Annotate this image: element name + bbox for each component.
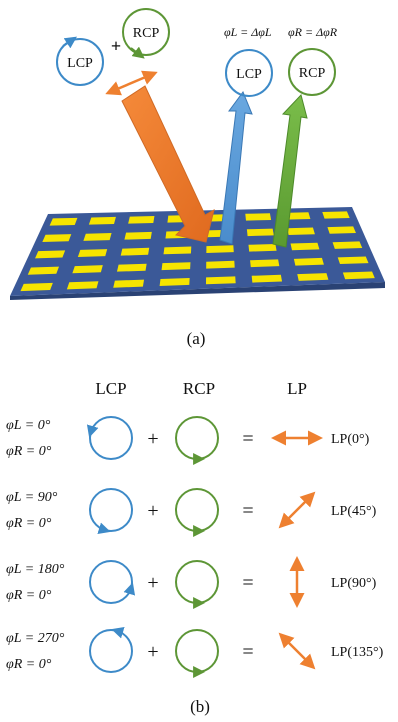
caption-b: (b) <box>190 697 210 716</box>
metasurface-patch <box>20 282 53 292</box>
metasurface-patch <box>290 242 320 251</box>
incident-lcp-label: LCP <box>67 56 93 71</box>
metasurface-patch <box>120 247 150 256</box>
reflected-rcp-circle: RCP <box>288 48 336 96</box>
metasurface-patch <box>251 274 283 283</box>
lp-label: LP(90°) <box>331 576 377 591</box>
polarization-row: φL = 270° φR = 0° + = LP(135°) <box>6 626 384 678</box>
incident-rcp-label: RCP <box>133 26 160 41</box>
panel-a: LCP + RCP φL = ΔφL φR = ΔφR LCP RCP (a) <box>10 8 385 348</box>
plus-symbol: + <box>147 572 158 594</box>
metasurface-patch <box>206 260 235 269</box>
metasurface-patch <box>332 241 363 249</box>
metasurface-patch <box>66 281 99 290</box>
lp-double-arrow <box>278 491 316 529</box>
metasurface-patch <box>35 250 66 259</box>
incident-polarization-arrow <box>105 70 158 96</box>
metasurface-patch <box>27 266 60 275</box>
plus-symbol: + <box>147 500 158 522</box>
incident-lcp-circle: LCP <box>56 36 104 86</box>
metasurface-patch <box>113 279 145 288</box>
lp-label: LP(45°) <box>331 504 377 519</box>
metasurface-patch <box>287 227 315 235</box>
metasurface-patch <box>128 215 155 224</box>
reflected-lcp-beam-arrow <box>219 90 253 245</box>
lcp-circle <box>89 560 133 604</box>
polarization-row: φL = 0° φR = 0° + = LP(0°) <box>6 416 370 465</box>
metasurface-patch <box>205 276 236 285</box>
metasurface-patch <box>322 211 350 219</box>
phi-l-label: φL = 180° <box>6 562 65 577</box>
phi-r-label: φR = 0° <box>6 516 52 531</box>
phi-r-label: φR = 0° <box>6 588 52 603</box>
metasurface-patch <box>327 226 356 234</box>
equals-symbol: = <box>242 641 253 663</box>
metasurface-patch <box>163 246 192 255</box>
header-rcp: RCP <box>183 379 215 398</box>
incident-beam-arrow <box>121 85 215 243</box>
metasurface-patch <box>161 262 191 271</box>
metasurface-patch <box>42 234 72 242</box>
lp-label: LP(0°) <box>331 432 370 447</box>
reflected-lcp-label: LCP <box>236 67 262 82</box>
metasurface-patch <box>124 231 152 240</box>
metasurface-patch <box>206 245 234 253</box>
metasurface-patch <box>297 273 329 281</box>
equals-symbol: = <box>242 428 253 450</box>
lcp-circle <box>89 416 133 460</box>
polarization-row: φL = 180° φR = 0° + = LP(90°) <box>6 556 377 609</box>
polarization-rows: φL = 0° φR = 0° + = LP(0°) φL = 90° φR = 0° + = L… <box>6 416 384 678</box>
metasurface-patch <box>245 213 272 221</box>
metasurface <box>10 207 385 300</box>
metasurface-patch <box>88 216 116 225</box>
metasurface-patch <box>49 217 78 226</box>
reflected-rcp-label: RCP <box>299 66 326 81</box>
phi-l-label: φL = 0° <box>6 418 51 433</box>
metasurface-patch <box>83 232 112 241</box>
metasurface-patch <box>159 277 190 286</box>
lcp-circle <box>89 488 133 532</box>
plus-symbol: + <box>147 428 158 450</box>
incident-rcp-circle: RCP <box>122 8 170 59</box>
plus-symbol: + <box>147 641 158 663</box>
header-lcp: LCP <box>95 379 126 398</box>
phi-r-label: φR = 0° <box>6 657 52 672</box>
rcp-circle <box>175 560 219 604</box>
rcp-circle <box>175 416 219 460</box>
polarization-row: φL = 90° φR = 0° + = LP(45°) <box>6 488 377 537</box>
header-lp: LP <box>287 379 307 398</box>
phase-right-label: φR = ΔφR <box>288 25 338 39</box>
metasurface-patch <box>283 212 311 220</box>
metasurface-patch <box>250 259 280 268</box>
panel-b: LCP RCP LP φL = 0° φR = 0° + = LP(0°) φL = 90… <box>6 379 384 716</box>
lcp-circle <box>89 629 133 673</box>
phase-left-label: φL = ΔφL <box>224 25 272 39</box>
metasurface-patch <box>342 271 375 280</box>
lp-double-arrow <box>278 632 316 670</box>
equals-symbol: = <box>242 500 253 522</box>
phi-l-label: φL = 270° <box>6 631 65 646</box>
lp-label: LP(135°) <box>331 645 384 660</box>
metasurface-patch <box>293 257 324 266</box>
reflected-rcp-beam-arrow <box>272 94 308 248</box>
metasurface-patch <box>337 256 369 265</box>
reflected-lcp-circle: LCP <box>225 49 273 97</box>
metasurface-patch <box>246 228 274 237</box>
plus-symbol: + <box>111 36 121 56</box>
equals-symbol: = <box>242 572 253 594</box>
metasurface-patch <box>116 263 147 272</box>
phi-r-label: φR = 0° <box>6 444 52 459</box>
metasurface-patch <box>72 265 103 274</box>
metasurface-patches <box>20 211 375 292</box>
rcp-circle <box>175 488 219 532</box>
metasurface-patch <box>77 249 108 258</box>
metasurface-patch <box>248 243 277 252</box>
caption-a: (a) <box>187 329 206 348</box>
phi-l-label: φL = 90° <box>6 490 58 505</box>
rcp-circle <box>175 629 219 673</box>
